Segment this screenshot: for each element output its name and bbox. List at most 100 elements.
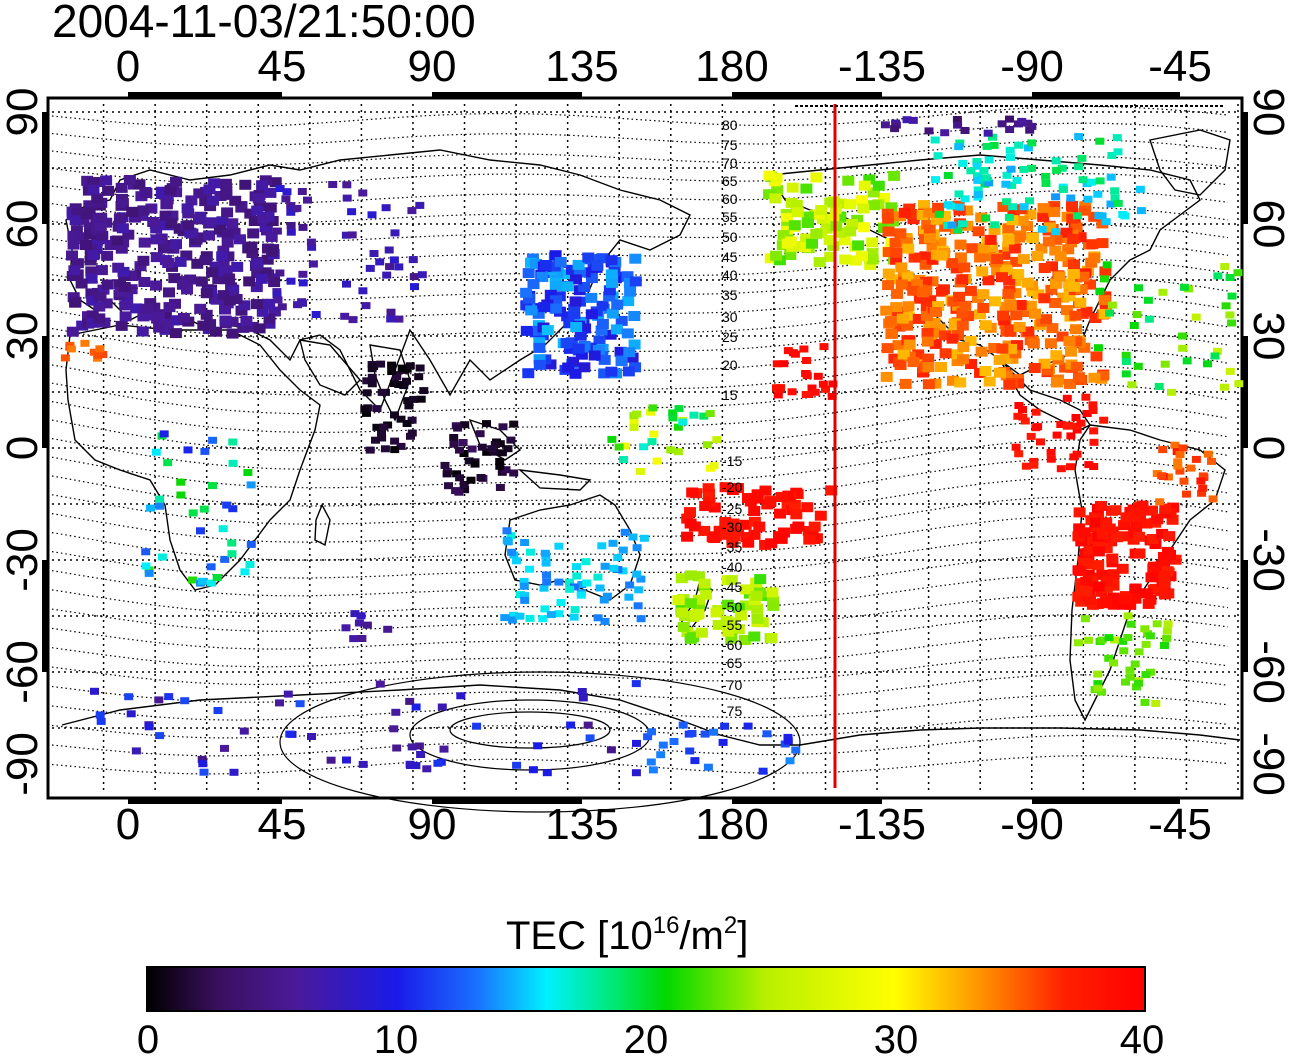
tec-patch — [119, 311, 132, 322]
tec-patch — [893, 357, 905, 368]
tec-patch — [770, 172, 783, 183]
tec-patch — [1120, 512, 1133, 523]
tec-patch — [1056, 331, 1069, 342]
tec-patch — [834, 227, 847, 238]
tec-patch — [1063, 291, 1076, 302]
tec-patch — [872, 180, 885, 191]
tec-patch — [631, 769, 641, 777]
tec-patch — [783, 347, 793, 355]
tec-patch — [1067, 233, 1080, 244]
tec-patch — [117, 266, 130, 277]
tec-patch — [742, 537, 755, 548]
tec-patch — [698, 525, 711, 536]
contour-label: 25 — [722, 329, 738, 345]
tec-patch — [802, 372, 812, 380]
tec-patch — [720, 615, 733, 626]
tec-patch — [699, 412, 709, 420]
tec-patch — [265, 231, 278, 242]
tec-patch — [972, 226, 985, 237]
tec-patch — [525, 565, 534, 573]
tec-patch — [824, 197, 837, 208]
tec-patch — [199, 255, 212, 266]
tec-patch — [1107, 569, 1120, 580]
tec-patch — [882, 280, 895, 291]
tec-patch — [954, 190, 964, 198]
tec-patch — [1066, 463, 1075, 471]
tec-patch — [220, 744, 229, 752]
tec-patch — [810, 172, 823, 183]
tec-patch — [777, 230, 790, 241]
tec-patch — [1113, 199, 1123, 207]
tec-patch — [656, 751, 666, 759]
tec-patch — [1096, 569, 1109, 580]
tec-patch — [710, 607, 723, 618]
tec-patch — [253, 323, 266, 334]
tec-patch — [404, 402, 414, 410]
tec-patch — [1145, 572, 1158, 583]
timestamp: 2004-11-03/21:50:00 — [52, 0, 476, 47]
tec-patch — [263, 298, 276, 309]
tec-patch — [903, 351, 916, 362]
tec-patch — [1130, 522, 1143, 533]
tec-patch — [678, 418, 688, 426]
tec-patch — [396, 442, 406, 450]
tec-patch — [698, 578, 711, 589]
tec-patch — [87, 250, 100, 261]
tec-patch — [539, 260, 552, 270]
tec-patch — [922, 362, 935, 373]
tec-patch — [991, 265, 1004, 276]
contour-label: 70 — [722, 155, 738, 171]
colorbar-tick: 20 — [623, 1018, 669, 1062]
tec-patch — [303, 196, 312, 204]
tec-patch — [740, 532, 753, 542]
tec-patch — [719, 517, 732, 527]
tec-patch — [770, 250, 783, 261]
tec-patch — [815, 205, 828, 215]
tec-patch — [538, 615, 548, 623]
tec-patch — [411, 762, 421, 770]
tec-patch — [419, 387, 429, 395]
tec-patch — [525, 305, 538, 316]
tec-patch — [533, 337, 546, 348]
x-tick-bottom: 135 — [545, 800, 619, 849]
tec-patch — [160, 199, 173, 210]
tec-patch — [1221, 302, 1231, 310]
tec-patch — [806, 238, 818, 249]
tec-patch — [146, 504, 155, 512]
tec-patch — [1069, 310, 1082, 321]
tec-patch — [1025, 197, 1034, 205]
tec-patch — [1046, 323, 1059, 334]
tec-patch — [1203, 450, 1213, 458]
tec-patch — [921, 328, 934, 338]
tec-patch — [397, 364, 407, 372]
tec-patch — [1045, 284, 1058, 295]
tec-patch — [1005, 115, 1014, 123]
tec-patch — [1050, 234, 1063, 245]
tec-patch — [170, 239, 182, 250]
tec-patch — [993, 354, 1006, 365]
tec-patch — [844, 226, 857, 237]
tec-patch — [615, 356, 628, 367]
tec-patch — [1090, 351, 1103, 362]
tec-patch — [342, 756, 351, 764]
tec-patch — [1049, 298, 1062, 308]
tec-patch — [520, 596, 530, 604]
tec-patch — [827, 392, 837, 400]
tec-patch — [604, 329, 617, 340]
contour-label: 50 — [722, 229, 738, 245]
tec-patch — [1100, 543, 1113, 553]
tec-patch — [136, 210, 149, 221]
tec-patch — [1213, 272, 1223, 280]
tec-patch — [1098, 308, 1111, 319]
tec-patch — [220, 189, 233, 200]
tec-patch — [449, 440, 459, 448]
tec-patch — [964, 285, 977, 296]
tec-patch — [506, 532, 516, 540]
tec-patch — [712, 436, 722, 444]
tec-patch — [121, 293, 134, 304]
tec-patch — [705, 410, 715, 417]
tec-patch — [308, 260, 318, 268]
tec-patch — [1227, 292, 1237, 300]
tec-patch — [955, 139, 965, 147]
tec-patch — [646, 758, 656, 766]
